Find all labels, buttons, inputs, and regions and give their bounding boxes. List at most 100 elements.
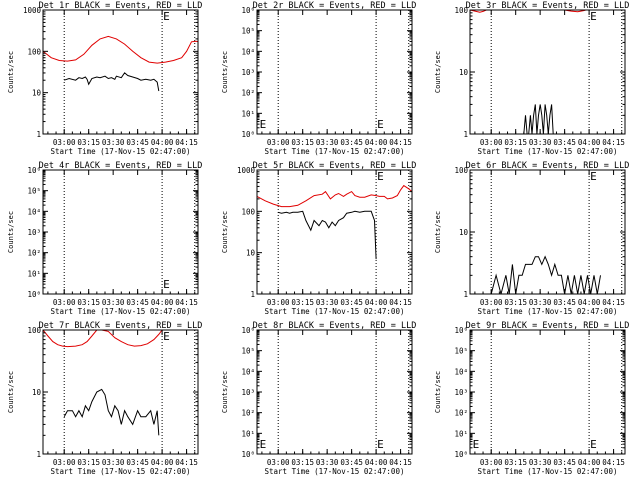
events-series-line	[490, 255, 601, 294]
plot-frame	[42, 9, 199, 135]
x-tick-label: 03:30	[529, 298, 552, 307]
panel-title: Det 7r BLACK = Events, RED = LLD	[39, 321, 203, 331]
x-tick-label: 03:00	[480, 458, 503, 467]
e-marker: E	[590, 438, 597, 451]
lld-series-line	[257, 184, 412, 208]
panel-title: Det 2r BLACK = Events, RED = LLD	[253, 1, 417, 11]
y-tick-label: 10²	[241, 409, 255, 418]
panel-title: Det 4r BLACK = Events, RED = LLD	[39, 161, 203, 171]
x-axis-label: Start Time (17-Nov-15 02:47:00)	[51, 467, 191, 476]
y-tick-label: 10⁶	[241, 6, 255, 15]
x-tick-label: 04:00	[365, 298, 388, 307]
e-marker: E	[163, 278, 170, 291]
y-tick-label: 10⁰	[241, 450, 255, 459]
x-tick-label: 03:15	[291, 298, 314, 307]
panel-title: Det 6r BLACK = Events, RED = LLD	[466, 161, 630, 171]
plot-frame	[256, 9, 413, 135]
y-tick-label: 10	[246, 249, 256, 258]
y-tick-label: 10¹	[27, 269, 41, 278]
x-tick-label: 03:15	[504, 138, 527, 147]
x-tick-label: 03:15	[77, 458, 100, 467]
y-tick-label: 10⁵	[241, 347, 255, 356]
plot-frame	[42, 329, 199, 455]
y-tick-label: 1	[36, 130, 41, 139]
x-axis-label: Start Time (17-Nov-15 02:47:00)	[478, 307, 618, 316]
events-series-line	[63, 388, 160, 436]
plot-frame	[469, 329, 626, 455]
x-tick-label: 03:00	[53, 138, 76, 147]
y-tick-label: 1	[250, 290, 255, 299]
y-tick-label: 1	[463, 130, 468, 139]
y-tick-label: 10²	[27, 249, 41, 258]
y-axis-label: Counts/sec	[7, 211, 15, 253]
x-axis-label: Start Time (17-Nov-15 02:47:00)	[51, 307, 191, 316]
lld-series-line	[43, 330, 163, 348]
y-tick-label: 1000	[23, 6, 42, 15]
y-tick-label: 10¹	[241, 109, 255, 118]
x-tick-label: 03:00	[53, 458, 76, 467]
y-tick-label: 10²	[241, 89, 255, 98]
x-tick-label: 04:15	[175, 138, 198, 147]
y-axis-label: Counts/sec	[434, 211, 442, 253]
x-tick-label: 04:15	[389, 298, 412, 307]
y-tick-label: 10²	[454, 409, 468, 418]
x-axis-label: Start Time (17-Nov-15 02:47:00)	[265, 147, 405, 156]
plot-frame	[256, 169, 413, 295]
y-axis-label: Counts/sec	[221, 371, 229, 413]
y-axis-label: Counts/sec	[221, 51, 229, 93]
x-tick-label: 04:00	[365, 458, 388, 467]
plot-frame	[256, 329, 413, 455]
x-tick-label: 03:45	[553, 138, 576, 147]
y-tick-label: 1	[463, 290, 468, 299]
x-tick-label: 04:15	[175, 298, 198, 307]
x-tick-label: 04:00	[151, 298, 174, 307]
y-tick-label: 10¹	[454, 429, 468, 438]
y-tick-label: 100	[454, 6, 468, 15]
y-axis-label: Counts/sec	[434, 51, 442, 93]
x-tick-label: 04:00	[578, 298, 601, 307]
panel-title: Det 3r BLACK = Events, RED = LLD	[466, 1, 630, 11]
x-tick-label: 03:00	[53, 298, 76, 307]
events-series-line	[523, 104, 554, 134]
events-series-line	[64, 72, 160, 92]
y-tick-label: 10	[459, 228, 469, 237]
e-marker: E	[377, 118, 384, 131]
y-tick-label: 10³	[454, 388, 468, 397]
y-tick-label: 10⁵	[454, 347, 468, 356]
e-marker: E	[260, 118, 267, 131]
x-tick-label: 03:15	[291, 138, 314, 147]
y-tick-label: 10⁵	[27, 187, 41, 196]
y-tick-label: 10	[459, 68, 469, 77]
x-tick-label: 03:00	[267, 138, 290, 147]
panel-7: Det 7r BLACK = Events, RED = LLD 03:00 03:…	[7, 321, 202, 476]
y-tick-label: 100	[454, 166, 468, 175]
e-marker: E	[590, 10, 597, 23]
y-tick-label: 10⁰	[27, 290, 41, 299]
e-marker: E	[590, 170, 597, 183]
events-series-line	[278, 210, 377, 260]
y-tick-label: 10⁶	[454, 326, 468, 335]
x-tick-label: 03:45	[126, 138, 149, 147]
y-tick-label: 1000	[237, 166, 256, 175]
x-tick-label: 04:15	[389, 138, 412, 147]
y-tick-label: 100	[27, 47, 41, 56]
x-tick-label: 03:15	[504, 298, 527, 307]
panel-title: Det 5r BLACK = Events, RED = LLD	[253, 161, 417, 171]
panel-title: Det 1r BLACK = Events, RED = LLD	[39, 1, 203, 11]
x-tick-label: 03:15	[291, 458, 314, 467]
y-tick-label: 10⁶	[241, 326, 255, 335]
x-tick-label: 03:00	[480, 138, 503, 147]
e-marker: E	[473, 438, 480, 451]
panel-title: Det 8r BLACK = Events, RED = LLD	[253, 321, 417, 331]
y-tick-label: 10⁰	[454, 450, 468, 459]
x-tick-label: 04:00	[578, 138, 601, 147]
e-marker: E	[377, 438, 384, 451]
x-tick-label: 03:45	[340, 298, 363, 307]
lld-series-line	[470, 10, 588, 13]
x-tick-label: 03:45	[340, 138, 363, 147]
